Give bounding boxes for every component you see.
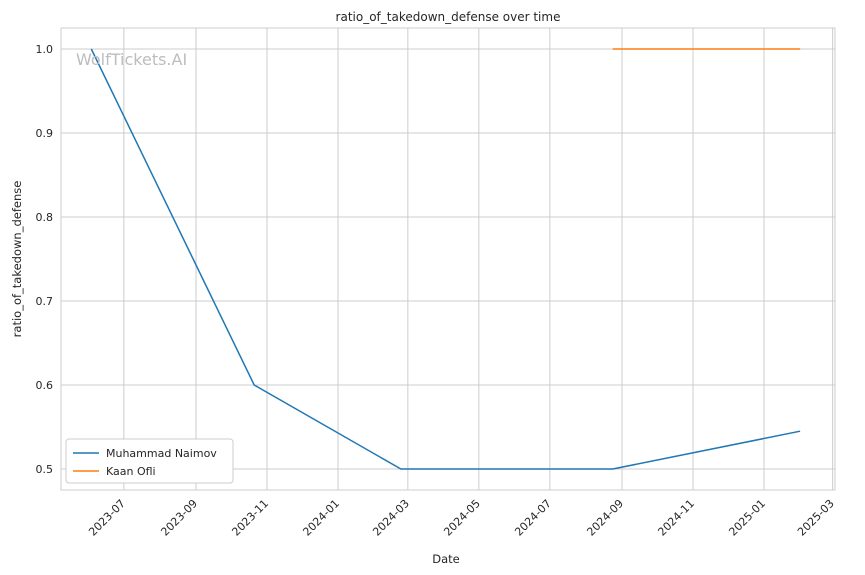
x-tick-label: 2024-05 — [441, 497, 483, 539]
y-tick-label: 0.9 — [36, 127, 54, 140]
series-line-muhammad-naimov — [90, 48, 801, 470]
x-tick-label: 2024-07 — [512, 497, 554, 539]
y-tick-label: 0.8 — [36, 211, 54, 224]
legend-box — [65, 438, 234, 484]
x-tick-label: 2023-07 — [86, 497, 128, 539]
y-axis-label: ratio_of_takedown_defense — [10, 181, 24, 338]
x-tick-label: 2025-03 — [795, 497, 837, 539]
legend: Muhammad Naimov Kaan Ofli — [65, 438, 234, 484]
x-tick-label: 2023-11 — [229, 497, 271, 539]
y-tick-label: 0.5 — [36, 463, 54, 476]
legend-label-muhammad-naimov: Muhammad Naimov — [106, 447, 217, 460]
x-tick-label: 2023-09 — [158, 497, 200, 539]
x-tick-label: 2024-09 — [584, 497, 626, 539]
y-tick-label: 1.0 — [36, 43, 54, 56]
y-tick-label: 0.6 — [36, 379, 54, 392]
x-tick-label: 2024-03 — [370, 497, 412, 539]
y-tick-label: 0.7 — [36, 295, 54, 308]
x-tick-label: 2024-01 — [300, 497, 342, 539]
x-tick-label: 2025-01 — [726, 497, 768, 539]
x-axis-label: Date — [432, 552, 460, 566]
plot-area — [60, 27, 836, 491]
watermark: WolfTickets.AI — [76, 50, 187, 69]
legend-label-kaan-ofli: Kaan Ofli — [106, 465, 156, 478]
grid — [61, 28, 835, 490]
chart-title: ratio_of_takedown_defense over time — [336, 10, 561, 24]
series-layer — [90, 48, 801, 470]
x-tick-label: 2024-11 — [655, 497, 697, 539]
